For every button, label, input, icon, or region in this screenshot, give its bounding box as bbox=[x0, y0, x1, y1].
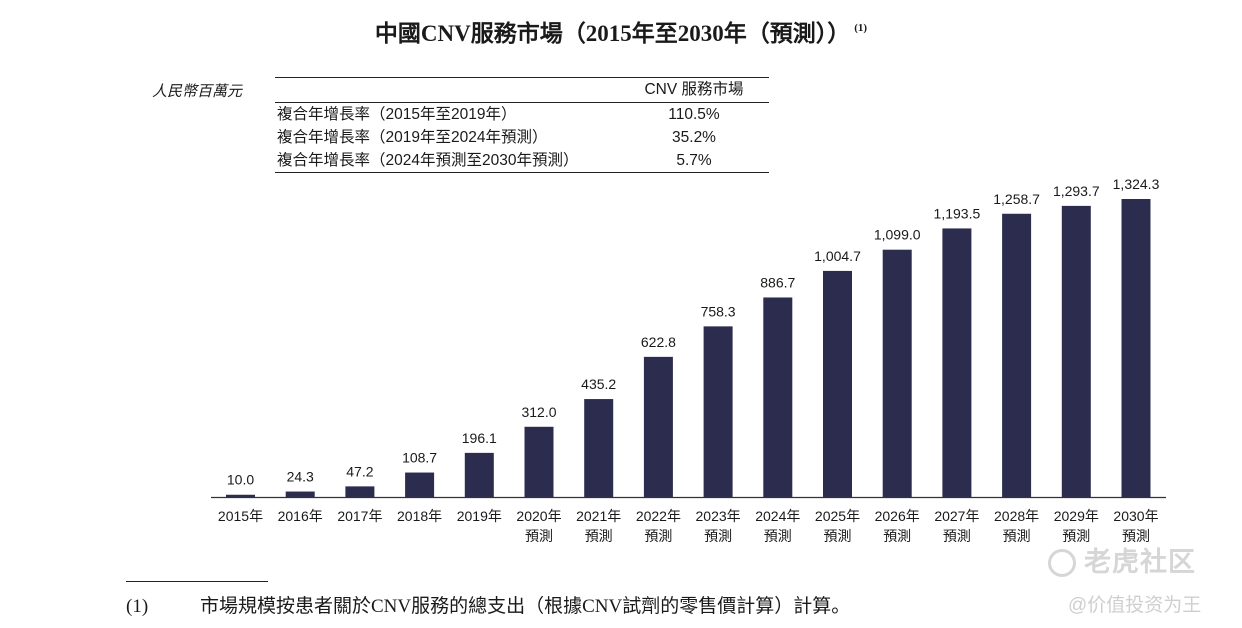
bar bbox=[763, 297, 793, 497]
x-tick-label: 2028年 bbox=[994, 508, 1039, 524]
bar bbox=[345, 486, 375, 497]
bar bbox=[643, 356, 673, 497]
x-tick-label: 2025年 bbox=[815, 508, 860, 524]
x-tick-label: 2026年 bbox=[875, 508, 920, 524]
x-tick-label: 預測 bbox=[764, 528, 792, 544]
watermark-handle: @价值投资为王 bbox=[1068, 595, 1202, 616]
data-label: 196.1 bbox=[462, 430, 497, 446]
x-tick-label: 2030年 bbox=[1113, 508, 1158, 524]
data-label: 312.0 bbox=[521, 404, 556, 420]
watermark-brand: 老虎社区 bbox=[1048, 540, 1196, 579]
bar bbox=[882, 249, 912, 497]
footnote-divider bbox=[126, 581, 268, 582]
bar bbox=[1061, 205, 1091, 498]
x-tick-label: 預測 bbox=[1122, 528, 1150, 544]
data-label: 435.2 bbox=[581, 376, 616, 392]
x-tick-label: 2027年 bbox=[934, 508, 979, 524]
chart-title: 中國CNV服務市場（2015年至2030年（預測）） (1) bbox=[374, 21, 868, 46]
x-tick-label: 預測 bbox=[1003, 528, 1031, 544]
data-label: 24.3 bbox=[287, 469, 314, 485]
x-tick-label: 2024年 bbox=[755, 508, 800, 524]
data-label: 622.8 bbox=[641, 334, 676, 350]
x-tick-label: 預測 bbox=[943, 528, 971, 544]
x-tick-label: 預測 bbox=[525, 528, 553, 544]
bar bbox=[1121, 199, 1151, 497]
data-label: 1,004.7 bbox=[814, 248, 861, 264]
unit-label: 人民幣百萬元 bbox=[152, 84, 243, 100]
data-label: 886.7 bbox=[760, 274, 795, 290]
cagr-row-value: 110.5% bbox=[668, 106, 720, 123]
cagr-row: 複合年增長率（2024年預測至2030年預測） 5.7% bbox=[275, 149, 769, 172]
x-tick-label: 預測 bbox=[824, 528, 852, 544]
cagr-table-header: CNV 服務市場 bbox=[275, 78, 769, 103]
x-tick-label: 2019年 bbox=[457, 508, 502, 524]
x-tick-label: 預測 bbox=[1062, 528, 1090, 544]
cagr-row-label: 複合年增長率（2015年至2019年） bbox=[277, 106, 517, 123]
bar bbox=[464, 452, 494, 497]
bar bbox=[703, 326, 733, 497]
data-label: 1,193.5 bbox=[934, 205, 981, 221]
bar bbox=[405, 472, 435, 497]
footnote-text: 市場規模按患者關於CNV服務的總支出（根據CNV試劑的零售價計算）計算。 bbox=[200, 596, 851, 617]
cagr-header-label: CNV 服務市場 bbox=[644, 81, 744, 98]
x-tick-label: 2023年 bbox=[696, 508, 741, 524]
x-tick-label: 2021年 bbox=[576, 508, 621, 524]
x-tick-label: 2022年 bbox=[636, 508, 681, 524]
x-tick-label: 2017年 bbox=[337, 508, 382, 524]
x-tick-label: 2029年 bbox=[1054, 508, 1099, 524]
x-tick-label: 2020年 bbox=[516, 508, 561, 524]
footnote: (1) 市場規模按患者關於CNV服務的總支出（根據CNV試劑的零售價計算）計算。 bbox=[126, 591, 850, 618]
x-tick-label: 預測 bbox=[704, 528, 732, 544]
data-label: 1,258.7 bbox=[993, 191, 1040, 207]
bar bbox=[226, 494, 255, 497]
x-tick-label: 預測 bbox=[883, 528, 911, 544]
cagr-row: 複合年增長率（2019年至2024年預測） 35.2% bbox=[275, 126, 769, 149]
bar bbox=[285, 491, 315, 497]
data-label: 758.3 bbox=[701, 303, 736, 319]
cagr-table: CNV 服務市場 複合年增長率（2015年至2019年） 110.5% 複合年增… bbox=[275, 77, 769, 173]
data-label: 47.2 bbox=[346, 463, 373, 479]
bar bbox=[584, 399, 614, 497]
cagr-row: 複合年增長率（2015年至2019年） 110.5% bbox=[275, 103, 769, 126]
data-label: 10.0 bbox=[227, 472, 254, 488]
data-label: 1,099.0 bbox=[874, 227, 921, 243]
x-tick-label: 預測 bbox=[585, 528, 613, 544]
bar bbox=[524, 426, 554, 497]
cagr-row-label: 複合年增長率（2019年至2024年預測） bbox=[277, 129, 548, 146]
cagr-row-value: 5.7% bbox=[676, 152, 712, 169]
bar bbox=[1002, 213, 1032, 498]
bar bbox=[823, 270, 852, 497]
title-footnote-marker: (1) bbox=[854, 22, 868, 34]
data-label: 1,293.7 bbox=[1053, 183, 1100, 199]
tiger-logo-icon bbox=[1048, 549, 1076, 577]
footnote-number: (1) bbox=[126, 596, 149, 617]
x-tick-label: 預測 bbox=[644, 528, 672, 544]
x-tick-label: 2018年 bbox=[397, 508, 442, 524]
x-tick-label: 2015年 bbox=[218, 508, 263, 524]
cagr-row-label: 複合年增長率（2024年預測至2030年預測） bbox=[277, 152, 579, 169]
x-tick-label: 2016年 bbox=[278, 508, 323, 524]
cagr-row-value: 35.2% bbox=[672, 129, 716, 146]
bar bbox=[942, 228, 972, 497]
data-label: 108.7 bbox=[402, 450, 437, 466]
data-label: 1,324.3 bbox=[1113, 176, 1160, 192]
